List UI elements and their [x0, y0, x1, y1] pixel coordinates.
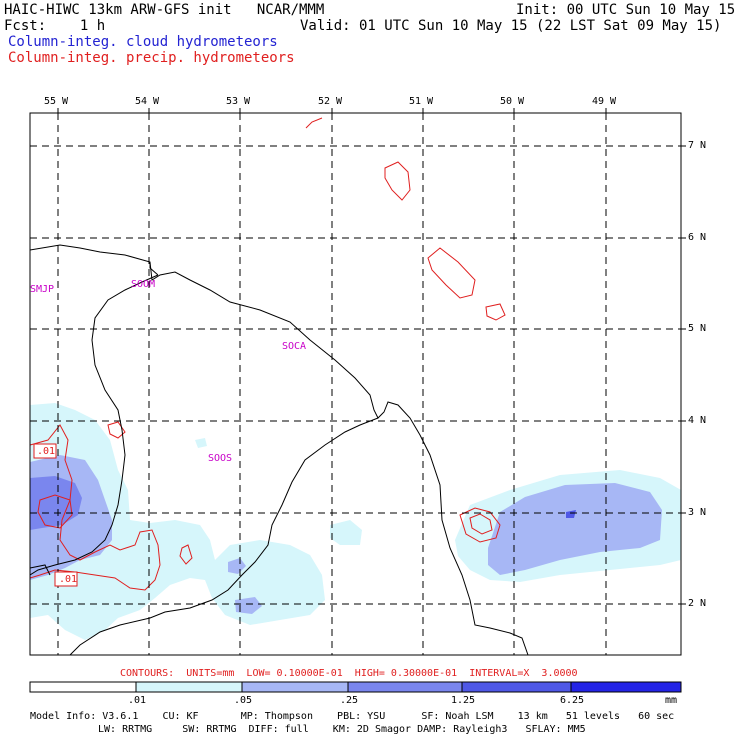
forecast-hour: Fcst: 1 h [4, 18, 106, 34]
station-soca: SOCA [282, 341, 307, 352]
border-guyana [30, 274, 159, 576]
map-title: HAIC-HIWC 13km ARW-GFS init NCAR/MMM [4, 2, 325, 18]
cloud-shade-light-small [195, 438, 207, 448]
colorbar-units: mm [665, 695, 678, 706]
precip-contour-west-1 [30, 424, 161, 591]
colorbar-tick-3: .25 [340, 695, 359, 706]
model-info-line2: LW: RRTMG SW: RRTMG DIFF: full KM: 2D Sm… [98, 724, 586, 735]
cloud-shade-light-west [30, 403, 325, 640]
contour-label-box-2 [54, 571, 78, 587]
border-northwest [149, 262, 159, 276]
colorbar-tick-4: 1.25 [451, 695, 476, 706]
lon-label-53w: 53 W [226, 96, 251, 107]
coastline-north [30, 244, 529, 655]
lat-label-4n: 4 N [688, 415, 707, 426]
lat-label-5n: 5 N [688, 323, 707, 334]
lat-label-3n: 3 N [688, 507, 707, 518]
precip-contour-east-1 [459, 507, 501, 543]
legend-precip-hydrometeors: Column-integ. precip. hydrometeors [8, 50, 295, 66]
border-suriname [69, 417, 379, 655]
map-frame [29, 112, 682, 656]
contour-label-2: .01 [59, 574, 78, 585]
precip-contour-ne-4 [305, 117, 323, 129]
lon-label-54w: 54 W [135, 96, 160, 107]
precip-contour-ne-1 [384, 161, 411, 201]
station-soos: SOOS [208, 453, 233, 464]
lon-label-52w: 52 W [318, 96, 343, 107]
lon-label-55w: 55 W [44, 96, 69, 107]
station-smjp: SMJP [30, 284, 55, 295]
legend-cloud-hydrometeors: Column-integ. cloud hydrometeors [8, 34, 278, 50]
contour-label-1: .01 [37, 446, 56, 457]
lat-label-6n: 6 N [688, 232, 707, 243]
lon-label-51w: 51 W [409, 96, 434, 107]
cloud-shade-medium-small-1 [228, 558, 246, 574]
model-info-line1: Model Info: V3.6.1 CU: KF MP: Thompson P… [30, 711, 675, 722]
precip-contour-east-2 [469, 513, 493, 535]
lon-label-50w: 50 W [500, 96, 525, 107]
precip-contour-ne-2 [427, 247, 476, 299]
cloud-shade-dark-west [30, 476, 82, 530]
colorbar-tick-5: 6.25 [560, 695, 585, 706]
cloud-shade-light-mid [330, 520, 362, 545]
lat-label-7n: 7 N [688, 140, 707, 151]
colorbar [29, 681, 682, 693]
colorbar-tick-2: .05 [234, 695, 253, 706]
precip-contour-ne-3 [485, 303, 506, 321]
cloud-shade-medium-east [488, 483, 662, 575]
lon-label-49w: 49 W [592, 96, 617, 107]
lat-label-2n: 2 N [688, 598, 707, 609]
valid-time: Valid: 01 UTC Sun 10 May 15 (22 LST Sat … [300, 18, 722, 34]
station-soom: SOOM [131, 279, 156, 290]
precip-contour-west-2 [37, 494, 73, 529]
contour-label-box-1 [33, 443, 57, 459]
cloud-shade-medium-small-2 [235, 597, 262, 614]
colorbar-tick-1: .01 [128, 695, 147, 706]
contours-info: CONTOURS: UNITS=mm LOW= 0.10000E-01 HIGH… [120, 668, 578, 679]
border-west-stub [30, 564, 51, 576]
precip-contour-west-4 [179, 544, 193, 565]
cloud-shade-dark-east-dot [566, 510, 576, 518]
precip-contour-west-3 [107, 421, 126, 439]
init-time: Init: 00 UTC Sun 10 May 15 [516, 2, 736, 18]
